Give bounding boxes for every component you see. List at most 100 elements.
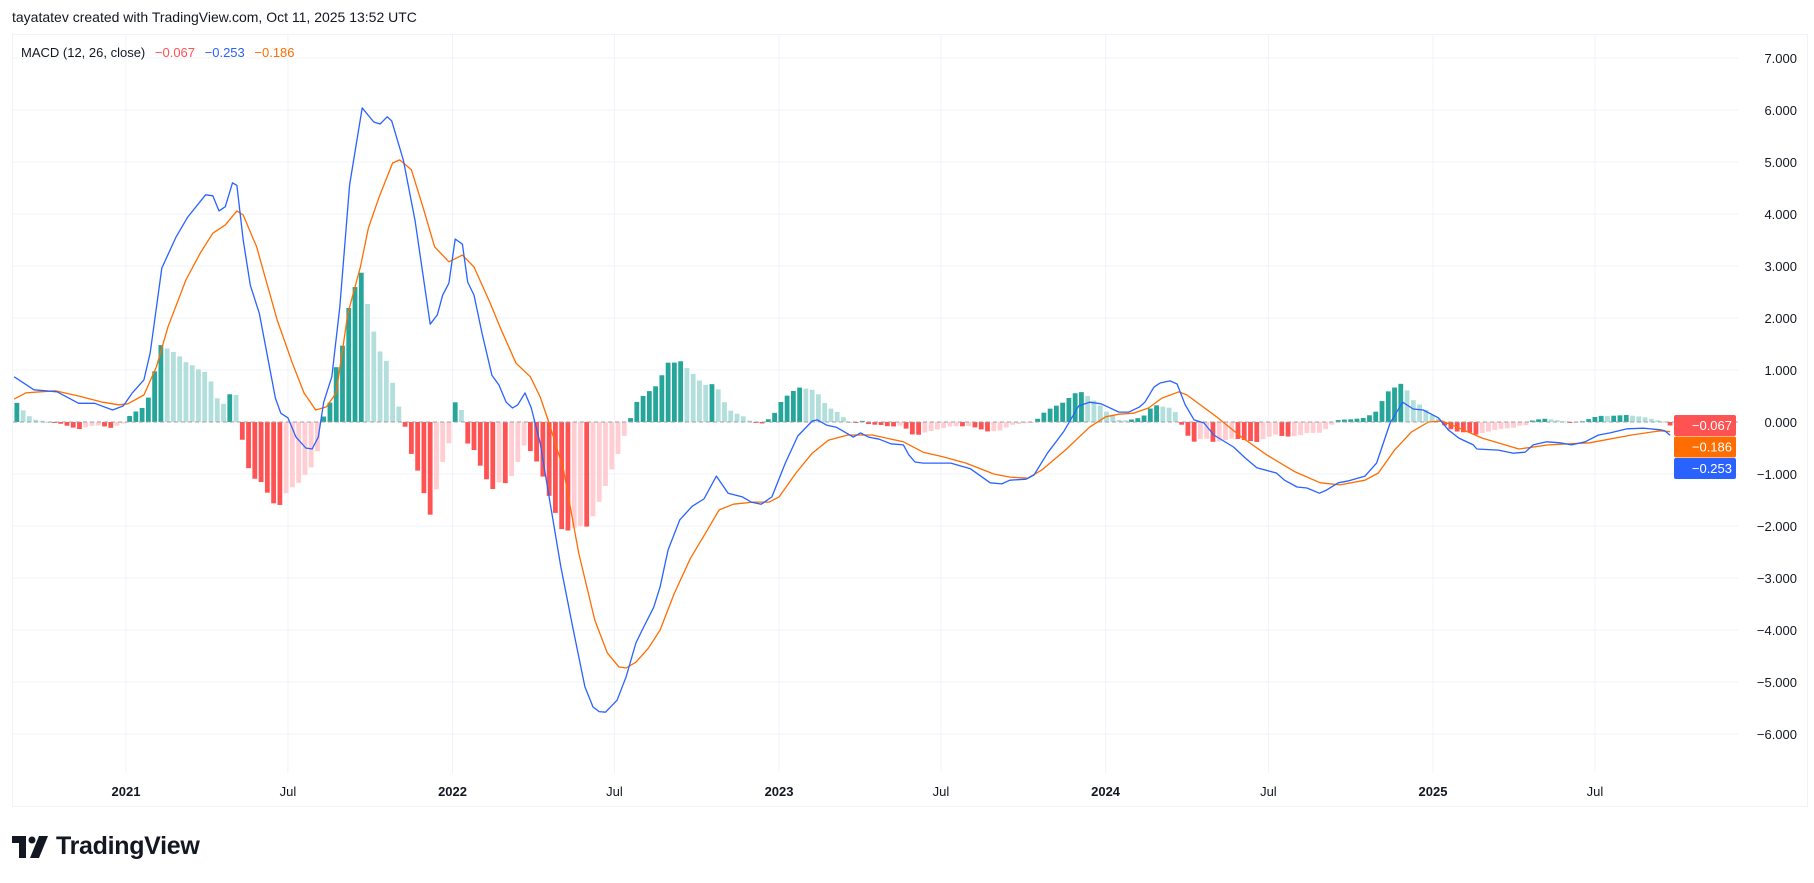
histogram-bar — [1461, 422, 1466, 433]
histogram-bar — [878, 422, 884, 425]
histogram-bar — [108, 422, 114, 428]
signal-value: −0.186 — [254, 45, 295, 60]
histogram-bar — [897, 422, 903, 426]
tradingview-logo[interactable]: TradingView — [12, 832, 200, 861]
histogram-bar — [496, 422, 502, 483]
time-tick-label: 2024 — [1091, 784, 1121, 799]
histogram-bar — [139, 407, 145, 422]
histogram-bar — [684, 368, 690, 422]
histogram-bar — [1310, 422, 1316, 433]
histogram-bar — [70, 422, 76, 428]
histogram-bar — [383, 360, 389, 422]
histogram-bar — [1323, 422, 1329, 430]
histogram-bar — [1141, 415, 1147, 422]
histogram-bar — [797, 387, 803, 422]
time-tick-label: 2023 — [765, 784, 794, 799]
histogram-bar — [972, 422, 978, 428]
histogram-bar — [1479, 422, 1485, 434]
histogram-bar — [884, 422, 890, 427]
histogram-bar — [728, 410, 734, 422]
indicator-title: MACD (12, 26, close) — [21, 45, 146, 60]
histogram-bar — [928, 422, 934, 432]
histogram-bar — [202, 371, 208, 422]
histogram-bar — [102, 422, 107, 427]
histogram-bar — [208, 381, 214, 422]
histogram-bar — [603, 422, 608, 486]
histogram-bar — [772, 412, 777, 422]
histogram-bar — [1442, 422, 1448, 426]
indicator-legend[interactable]: MACD (12, 26, close) −0.067 −0.253 −0.18… — [21, 45, 301, 60]
histogram-bar — [89, 422, 95, 426]
histogram-bar — [1511, 422, 1516, 428]
histogram-bar — [646, 391, 652, 422]
histogram-bar — [1335, 420, 1341, 422]
grid — [13, 35, 1738, 773]
histogram-bar — [1122, 420, 1128, 422]
histogram-bar — [308, 422, 314, 468]
time-tick-label: 2021 — [112, 784, 141, 799]
histogram-bar — [408, 422, 414, 454]
histogram-bar — [922, 422, 928, 433]
histogram-bar — [1291, 422, 1297, 437]
histogram-bar — [145, 397, 151, 422]
histogram-bar — [1492, 422, 1498, 431]
histogram-bar — [521, 422, 527, 446]
histogram-bar — [991, 422, 997, 432]
histogram-bar — [264, 422, 270, 493]
time-tick-label: Jul — [933, 784, 950, 799]
histogram-bar — [553, 422, 558, 513]
histogram-bar — [1016, 422, 1022, 425]
histogram-bar — [1035, 418, 1040, 422]
histogram-bar — [590, 422, 596, 517]
histogram-bar — [289, 422, 295, 488]
histogram-bar — [333, 367, 339, 422]
histogram-bar — [703, 384, 709, 422]
histogram-bar — [77, 422, 82, 430]
histogram-bar — [628, 418, 633, 422]
price-tick-label: −3.000 — [1757, 571, 1797, 586]
histogram-bar — [1041, 412, 1047, 422]
histogram-bar — [14, 402, 20, 422]
series-lines — [13, 107, 1671, 713]
histogram-bar — [158, 345, 164, 422]
histogram-bar — [822, 402, 828, 422]
histogram-bar — [615, 422, 621, 455]
last-value-labels: −0.067 −0.186 −0.253 — [1674, 415, 1736, 479]
time-axis[interactable]: 2021 Jul 2022 Jul 2023 Jul 2024 Jul 2025 Jul — [112, 784, 1604, 799]
histogram-bar — [515, 422, 521, 462]
histogram-bar — [490, 422, 496, 489]
histogram-bar — [1423, 409, 1429, 422]
histogram-bar — [1498, 422, 1504, 429]
histogram-bar — [1529, 420, 1535, 422]
price-axis[interactable]: 7.000 6.000 5.000 4.000 3.000 2.000 1.000 0.000… — [1757, 51, 1797, 742]
histogram-bar — [978, 422, 984, 430]
histogram-bar — [621, 422, 627, 436]
histogram-bar — [1504, 422, 1510, 429]
histogram-bar — [546, 422, 552, 496]
histogram-bar — [1110, 415, 1116, 422]
histogram-bar — [1648, 418, 1654, 422]
histogram-bar — [1392, 387, 1397, 422]
histogram-bar — [1298, 422, 1304, 436]
histogram-value: −0.067 — [154, 45, 196, 60]
histogram-bar — [1241, 422, 1247, 441]
histogram-bar — [377, 351, 383, 422]
histogram-bar — [1548, 419, 1554, 422]
histogram-bar — [477, 422, 483, 466]
histogram-bar — [396, 406, 402, 422]
histogram-bar — [302, 422, 308, 475]
histogram-bar — [809, 389, 815, 422]
histogram-bar — [866, 422, 871, 425]
histogram-bar — [1260, 422, 1266, 440]
histogram-bar — [1235, 422, 1241, 439]
histogram — [14, 272, 1673, 531]
histogram-bar — [214, 398, 220, 422]
histogram-bar — [120, 422, 126, 424]
histogram-bar — [1448, 422, 1454, 430]
histogram-bar — [152, 371, 158, 422]
histogram-bar — [189, 365, 195, 422]
histogram-bar — [841, 417, 846, 422]
histogram-bar — [834, 411, 840, 422]
histogram-bar — [1223, 422, 1228, 441]
